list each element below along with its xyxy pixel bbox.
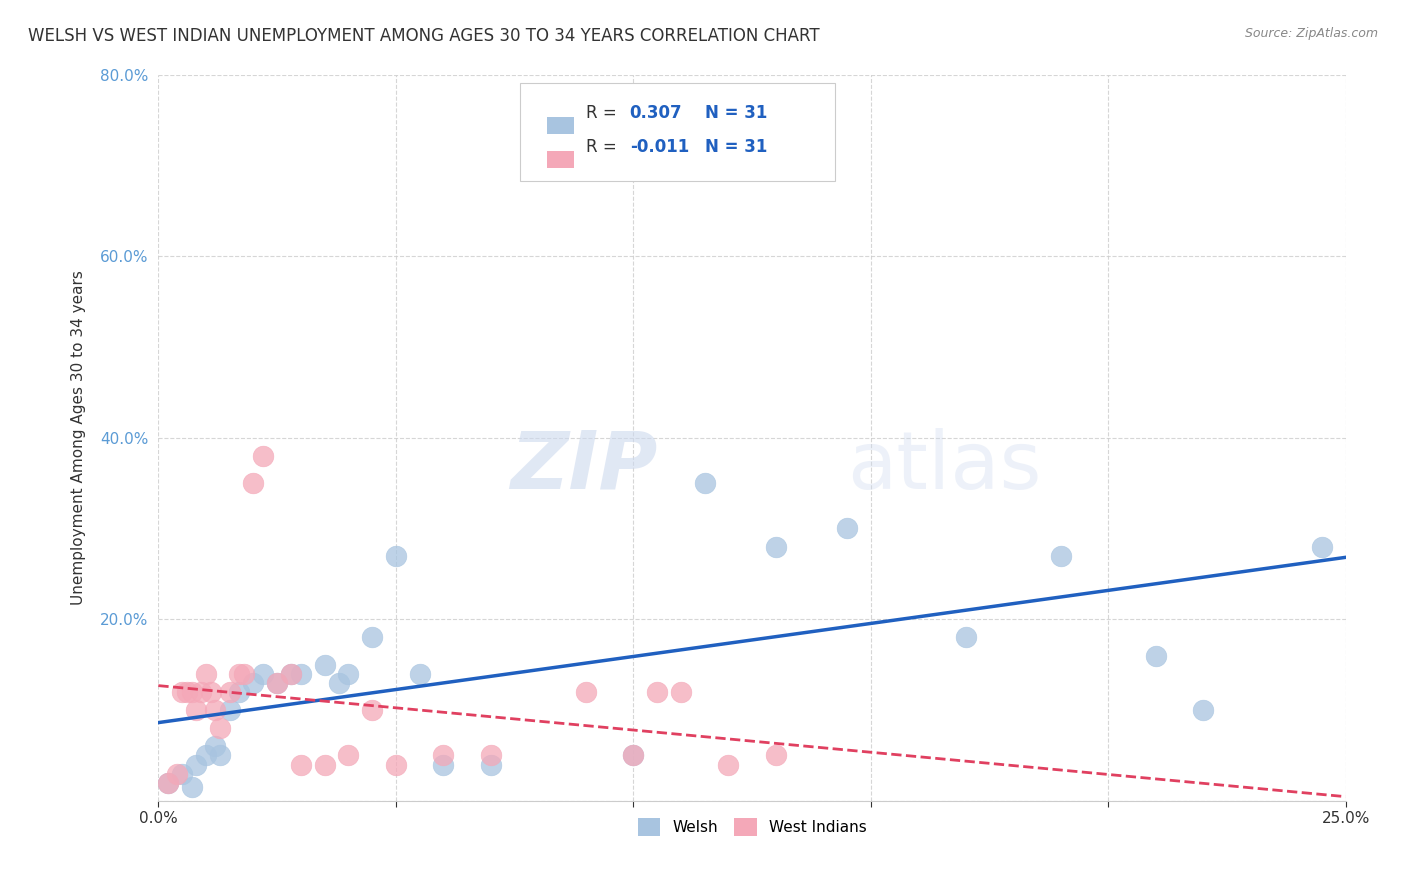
Text: -0.011: -0.011	[630, 138, 689, 156]
Point	[228, 685, 250, 699]
Point	[337, 748, 360, 763]
Point	[621, 748, 644, 763]
Text: N = 31: N = 31	[704, 138, 766, 156]
Point	[180, 780, 202, 795]
Point	[765, 540, 787, 554]
Point	[385, 549, 408, 563]
Point	[218, 703, 240, 717]
Point	[252, 449, 274, 463]
Point	[575, 685, 598, 699]
Point	[266, 676, 288, 690]
Point	[314, 757, 336, 772]
Point	[955, 631, 977, 645]
Point	[645, 685, 668, 699]
Point	[1144, 648, 1167, 663]
Point	[200, 685, 222, 699]
Point	[479, 757, 502, 772]
Point	[765, 748, 787, 763]
Point	[218, 685, 240, 699]
Point	[408, 666, 430, 681]
Text: WELSH VS WEST INDIAN UNEMPLOYMENT AMONG AGES 30 TO 34 YEARS CORRELATION CHART: WELSH VS WEST INDIAN UNEMPLOYMENT AMONG …	[28, 27, 820, 45]
Point	[290, 757, 312, 772]
FancyBboxPatch shape	[520, 83, 835, 181]
Point	[479, 748, 502, 763]
Point	[1310, 540, 1333, 554]
Point	[669, 685, 692, 699]
Point	[232, 666, 254, 681]
Point	[1049, 549, 1071, 563]
Point	[228, 666, 250, 681]
Point	[432, 757, 454, 772]
Text: R =: R =	[586, 138, 621, 156]
Point	[166, 766, 188, 780]
Point	[186, 757, 208, 772]
Text: N = 31: N = 31	[704, 104, 766, 122]
Point	[252, 666, 274, 681]
Point	[432, 748, 454, 763]
Point	[1192, 703, 1215, 717]
Y-axis label: Unemployment Among Ages 30 to 34 years: Unemployment Among Ages 30 to 34 years	[72, 270, 86, 605]
Point	[156, 775, 179, 789]
Text: atlas: atlas	[846, 428, 1042, 506]
Point	[290, 666, 312, 681]
Point	[242, 476, 264, 491]
FancyBboxPatch shape	[547, 117, 574, 134]
Point	[204, 739, 226, 754]
Point	[280, 666, 302, 681]
Point	[176, 685, 198, 699]
Point	[194, 666, 217, 681]
Point	[190, 685, 212, 699]
Point	[717, 757, 740, 772]
Point	[328, 676, 350, 690]
Point	[314, 657, 336, 672]
Point	[385, 757, 408, 772]
Point	[172, 766, 194, 780]
Point	[621, 748, 644, 763]
Point	[180, 685, 202, 699]
Point	[835, 521, 858, 535]
Point	[204, 703, 226, 717]
Point	[266, 676, 288, 690]
Text: 0.307: 0.307	[630, 104, 682, 122]
Point	[361, 631, 384, 645]
Text: Source: ZipAtlas.com: Source: ZipAtlas.com	[1244, 27, 1378, 40]
Point	[242, 676, 264, 690]
Point	[337, 666, 360, 681]
Point	[156, 775, 179, 789]
Point	[209, 721, 232, 735]
Legend: Welsh, West Indians: Welsh, West Indians	[630, 810, 875, 844]
Point	[361, 703, 384, 717]
Point	[186, 703, 208, 717]
Text: R =: R =	[586, 104, 621, 122]
Text: ZIP: ZIP	[509, 428, 657, 506]
FancyBboxPatch shape	[547, 151, 574, 168]
Point	[172, 685, 194, 699]
Point	[693, 476, 716, 491]
Point	[280, 666, 302, 681]
Point	[209, 748, 232, 763]
Point	[194, 748, 217, 763]
